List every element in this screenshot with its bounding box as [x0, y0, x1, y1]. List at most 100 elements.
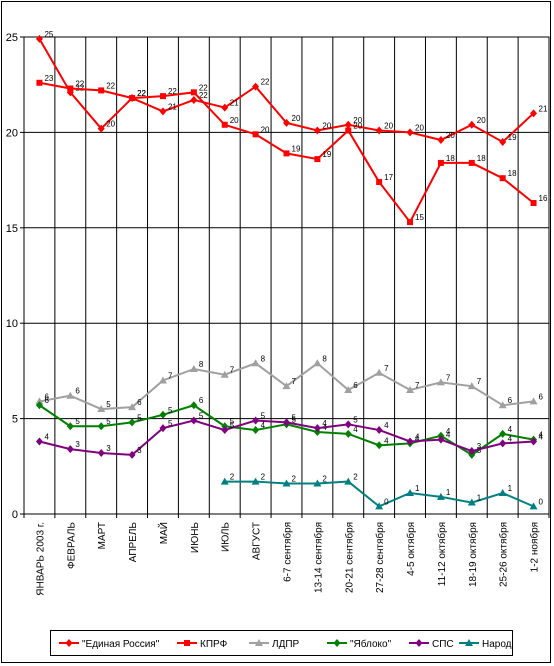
legend-marker: [465, 639, 473, 646]
data-label: 21: [539, 104, 548, 113]
y-tick-label: 5: [12, 414, 18, 426]
data-point: [530, 199, 537, 206]
x-tick-label: 18-19 октября: [467, 522, 479, 587]
data-point: [159, 424, 167, 433]
data-point: [282, 382, 291, 390]
data-label: 4: [322, 419, 327, 428]
data-point: [529, 397, 538, 405]
data-label: 20: [292, 114, 301, 123]
data-point: [468, 159, 475, 166]
data-point: [344, 420, 352, 429]
legend-marker: [184, 640, 190, 646]
data-point: [251, 359, 260, 367]
data-point: [375, 441, 383, 450]
data-point: [313, 126, 321, 135]
data-label: 19: [508, 133, 517, 142]
data-point: [189, 364, 198, 372]
data-point: [128, 403, 137, 411]
data-label: 6: [75, 387, 80, 396]
data-label: 3: [106, 444, 111, 453]
data-label: 0: [539, 497, 544, 506]
data-point: [407, 219, 414, 226]
data-point: [283, 150, 290, 157]
data-point: [128, 450, 136, 459]
y-tick-label: 25: [6, 32, 18, 44]
data-label: 22: [168, 87, 177, 96]
data-label: 4: [44, 432, 49, 441]
data-point: [375, 126, 383, 135]
data-point: [437, 136, 445, 145]
data-point: [97, 124, 105, 133]
data-label: 2: [292, 474, 297, 483]
data-point: [97, 422, 105, 431]
data-label: 6: [199, 396, 204, 405]
x-tick-label: 13-14 сентября: [312, 522, 324, 593]
plot-area: [23, 36, 550, 515]
data-label: 20: [477, 116, 486, 125]
data-point: [437, 435, 445, 444]
data-label: 5: [168, 419, 173, 428]
data-point: [35, 397, 44, 405]
data-point: [498, 401, 507, 409]
data-label: 16: [539, 194, 548, 203]
data-point: [344, 120, 352, 129]
data-point: [467, 382, 476, 390]
data-label: 15: [415, 213, 424, 222]
x-tick-label: 1-2 ноября: [529, 522, 541, 572]
data-point: [376, 179, 383, 186]
data-label: 4: [539, 432, 544, 441]
x-tick-label: 6-7 сентября: [282, 522, 294, 582]
x-tick-label: 20-21 сентября: [343, 522, 355, 593]
data-label: 6: [44, 396, 49, 405]
data-point: [529, 502, 538, 510]
data-label: 5: [106, 400, 111, 409]
data-label: 21: [230, 99, 239, 108]
data-label: 20: [261, 125, 270, 134]
y-tick-label: 15: [6, 223, 18, 235]
data-point: [406, 489, 415, 497]
data-point: [283, 118, 290, 127]
data-label: 5: [292, 413, 297, 422]
data-point: [221, 426, 229, 435]
data-point: [129, 95, 136, 102]
data-point: [35, 401, 43, 410]
data-label: 5: [261, 412, 266, 421]
data-label: 8: [199, 360, 204, 369]
data-label: 4: [384, 436, 389, 445]
data-label: 4: [384, 421, 389, 430]
y-tick-label: 20: [6, 127, 18, 139]
data-point: [159, 93, 166, 100]
data-label: 4: [446, 427, 451, 436]
x-tick-label: 11-12 октября: [436, 522, 448, 586]
data-label: 22: [137, 89, 146, 98]
data-point: [344, 385, 353, 393]
data-point: [97, 405, 106, 413]
data-label: 2: [230, 473, 235, 482]
data-point: [499, 175, 506, 182]
legend-marker: [333, 639, 341, 647]
data-label: 7: [384, 364, 389, 373]
data-point: [344, 477, 353, 485]
data-label: 20: [322, 121, 331, 130]
data-point: [221, 103, 229, 112]
data-label: 4: [415, 432, 420, 441]
data-point: [530, 109, 538, 118]
series-5: 2 2 2 2 2 0 1 1 1 1 0: [220, 473, 544, 510]
data-point: [67, 85, 74, 92]
data-label: 22: [106, 81, 115, 90]
data-label: 4: [261, 421, 266, 430]
data-label: 20: [415, 123, 424, 132]
data-label: 1: [508, 484, 513, 493]
x-tick-label: ЯНВАРЬ 2003 г.: [35, 522, 46, 596]
data-point: [406, 437, 414, 446]
data-point: [220, 477, 229, 485]
data-label: 25: [44, 30, 53, 39]
data-label: 6: [539, 392, 544, 401]
data-label: 22: [199, 91, 208, 100]
data-label: 3: [137, 446, 142, 455]
data-point: [35, 34, 43, 43]
data-label: 8: [322, 354, 327, 363]
